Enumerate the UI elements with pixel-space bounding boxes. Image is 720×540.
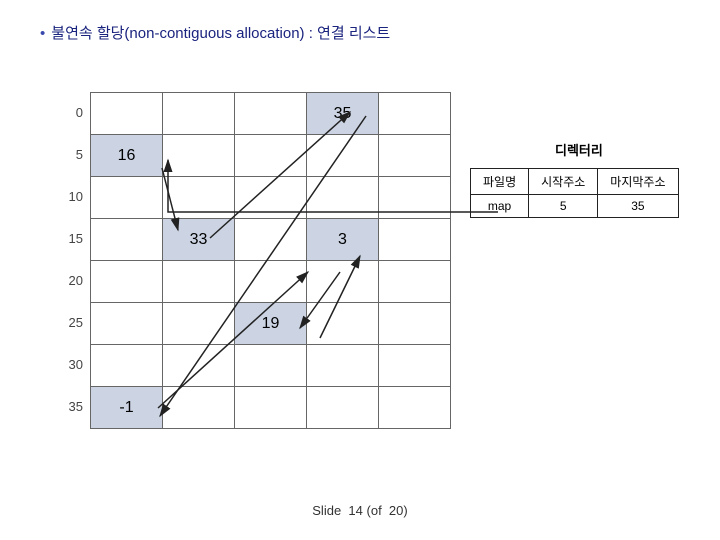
grid-cell: 35 <box>307 93 379 135</box>
grid-cell <box>235 219 307 261</box>
table-row <box>91 345 451 387</box>
row-label: 35 <box>58 386 83 428</box>
table-row: 파일명 시작주소 마지막주소 <box>471 169 679 195</box>
footer-prefix: Slide <box>312 503 341 518</box>
grid-cell <box>163 387 235 429</box>
grid-cell <box>307 387 379 429</box>
row-label: 10 <box>58 176 83 218</box>
row-labels: 05101520253035 <box>58 92 83 428</box>
grid-cell <box>235 261 307 303</box>
footer-page: 14 <box>348 503 362 518</box>
directory-label: 디렉터리 <box>555 140 603 159</box>
grid-cell <box>91 261 163 303</box>
bullet: • <box>40 25 45 42</box>
grid-cell <box>307 345 379 387</box>
grid-cell <box>91 219 163 261</box>
dir-header: 파일명 <box>471 169 529 195</box>
grid-cell <box>91 177 163 219</box>
slide-footer: Slide 14 (of 20) <box>0 503 720 518</box>
grid-cell <box>235 93 307 135</box>
table-row: map 5 35 <box>471 195 679 218</box>
grid-cell: 19 <box>235 303 307 345</box>
directory-table: 파일명 시작주소 마지막주소 map 5 35 <box>470 168 679 218</box>
grid-cell: 33 <box>163 219 235 261</box>
grid-cell: -1 <box>91 387 163 429</box>
grid-cell <box>163 345 235 387</box>
dir-cell: map <box>471 195 529 218</box>
grid-cell <box>307 135 379 177</box>
grid-cell <box>163 303 235 345</box>
dir-header: 시작주소 <box>529 169 598 195</box>
grid-cell <box>235 177 307 219</box>
table-row: 19 <box>91 303 451 345</box>
grid-cell <box>163 93 235 135</box>
row-label: 0 <box>58 92 83 134</box>
grid-cell <box>379 345 451 387</box>
grid-cell <box>379 261 451 303</box>
grid-cell <box>91 93 163 135</box>
grid-cell <box>235 135 307 177</box>
dir-cell: 35 <box>598 195 678 218</box>
row-label: 15 <box>58 218 83 260</box>
grid-cell: 3 <box>307 219 379 261</box>
row-label: 20 <box>58 260 83 302</box>
grid-cell <box>379 219 451 261</box>
dir-cell: 5 <box>529 195 598 218</box>
footer-total: 20) <box>389 503 408 518</box>
grid-cell <box>163 261 235 303</box>
grid-cell <box>91 303 163 345</box>
grid-cell <box>307 177 379 219</box>
grid-cell <box>91 345 163 387</box>
grid-cell <box>235 345 307 387</box>
grid-cell <box>307 303 379 345</box>
row-label: 25 <box>58 302 83 344</box>
table-row: 333 <box>91 219 451 261</box>
table-row <box>91 177 451 219</box>
page-title: • 불연속 할당(non-contiguous allocation) : 연결 … <box>40 22 390 43</box>
table-row: -1 <box>91 387 451 429</box>
grid-cell <box>163 177 235 219</box>
title-text: 불연속 할당(non-contiguous allocation) : 연결 리… <box>51 25 390 42</box>
grid-cell <box>379 387 451 429</box>
grid-cell <box>307 261 379 303</box>
grid-cell <box>379 303 451 345</box>
table-row <box>91 261 451 303</box>
grid-cell <box>379 135 451 177</box>
block-grid: 351633319-1 <box>90 92 451 429</box>
row-label: 5 <box>58 134 83 176</box>
grid-cell <box>379 93 451 135</box>
grid-cell <box>379 177 451 219</box>
grid-cell: 16 <box>91 135 163 177</box>
table-row: 35 <box>91 93 451 135</box>
grid-cell <box>163 135 235 177</box>
grid-cell <box>235 387 307 429</box>
table-row: 16 <box>91 135 451 177</box>
dir-header: 마지막주소 <box>598 169 678 195</box>
row-label: 30 <box>58 344 83 386</box>
footer-of: (of <box>367 503 382 518</box>
